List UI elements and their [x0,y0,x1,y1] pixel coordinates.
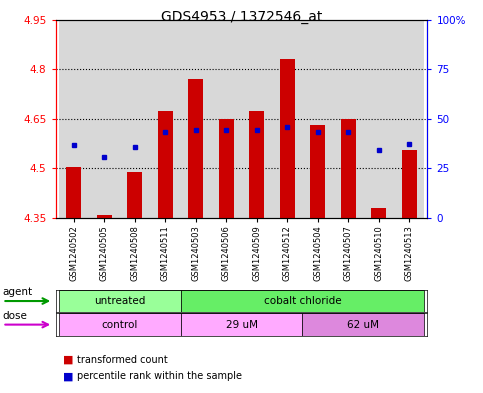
Bar [97,215,112,218]
Bar [363,20,394,218]
Text: cobalt chloride: cobalt chloride [264,296,341,306]
Bar [219,119,234,218]
Text: ■: ■ [63,371,73,382]
Bar [127,172,142,218]
Text: untreated: untreated [94,296,145,306]
Bar [242,20,272,218]
Text: transformed count: transformed count [77,354,168,365]
Bar [371,208,386,218]
Bar [272,20,302,218]
Bar [181,290,425,312]
Bar [310,125,326,218]
Text: GDS4953 / 1372546_at: GDS4953 / 1372546_at [161,10,322,24]
Bar [120,20,150,218]
Bar [150,20,181,218]
Bar [211,20,242,218]
Text: dose: dose [2,311,28,321]
Bar [280,59,295,218]
Bar [188,79,203,218]
Bar [181,313,302,336]
Bar [157,110,173,218]
Bar [394,20,425,218]
Text: 62 uM: 62 uM [347,320,380,330]
Text: ■: ■ [63,354,73,365]
Text: control: control [101,320,138,330]
Bar [58,313,181,336]
Bar [341,119,356,218]
Bar [333,20,363,218]
Bar [58,20,89,218]
Bar [302,313,425,336]
Bar [66,167,82,218]
Bar [249,110,264,218]
Bar [401,150,417,218]
Text: agent: agent [2,287,32,297]
Text: percentile rank within the sample: percentile rank within the sample [77,371,242,382]
Bar [58,290,181,312]
Text: 29 uM: 29 uM [226,320,257,330]
Bar [302,20,333,218]
Bar [181,20,211,218]
Bar [89,20,120,218]
